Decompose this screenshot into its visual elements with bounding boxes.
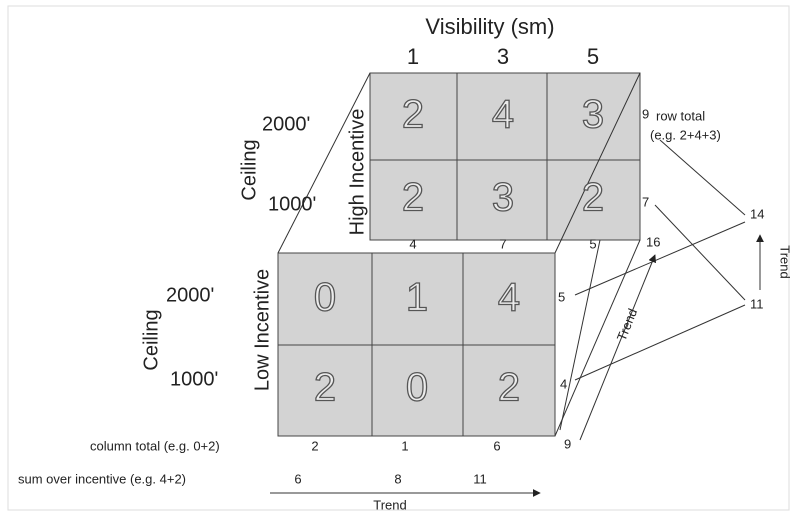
ceiling-label: Ceiling — [238, 139, 260, 200]
ceiling-label: Ceiling — [140, 309, 162, 370]
sum: 6 — [294, 471, 301, 486]
cell-value: 4 — [498, 276, 520, 320]
cell-value: 4 — [492, 93, 514, 137]
incentive-label: High Incentive — [346, 109, 368, 236]
column-total: 5 — [589, 236, 596, 251]
total: 9 — [564, 436, 571, 451]
sum: 8 — [394, 471, 401, 486]
total: 11 — [750, 296, 764, 311]
cell-value: 2 — [402, 93, 424, 137]
title: Visibility (sm) — [425, 14, 554, 39]
note: (e.g. 2+4+3) — [650, 127, 721, 142]
cell-value: 2 — [582, 176, 604, 220]
row-total: 7 — [642, 194, 649, 209]
sum: 11 — [473, 471, 487, 486]
note: row total — [656, 108, 705, 123]
note: column total (e.g. 0+2) — [90, 438, 220, 453]
row-total: 4 — [560, 376, 567, 391]
column-total: 2 — [311, 438, 318, 453]
cell-value: 3 — [492, 176, 514, 220]
row-label: 2000' — [262, 113, 310, 135]
row-label: 2000' — [166, 284, 214, 306]
column-header: 5 — [587, 44, 599, 69]
trend-label: Trend — [373, 497, 406, 512]
cell-value: 0 — [314, 276, 336, 320]
note: sum over incentive (e.g. 4+2) — [18, 471, 186, 486]
column-total: 6 — [493, 438, 500, 453]
total: 16 — [646, 234, 660, 249]
trend-lines — [270, 139, 764, 497]
cell-value: 2 — [314, 366, 336, 410]
trend-label: Trend — [778, 245, 793, 278]
cell-value: 2 — [402, 176, 424, 220]
cell-value: 3 — [582, 93, 604, 137]
column-total: 1 — [401, 438, 408, 453]
column-header: 1 — [407, 44, 419, 69]
row-label: 1000' — [170, 368, 218, 390]
row-total: 5 — [558, 289, 565, 304]
low-incentive-panel — [277, 252, 556, 437]
cell-value: 1 — [406, 276, 428, 320]
row-label: 1000' — [268, 193, 316, 215]
high-incentive-panel — [369, 72, 641, 241]
column-header: 3 — [497, 44, 509, 69]
column-total: 4 — [409, 236, 416, 251]
total: 14 — [750, 206, 764, 221]
column-total: 7 — [499, 236, 506, 251]
row-total: 9 — [642, 106, 649, 121]
cell-value: 0 — [406, 366, 428, 410]
incentive-label: Low Incentive — [251, 269, 273, 391]
cell-value: 2 — [498, 366, 520, 410]
